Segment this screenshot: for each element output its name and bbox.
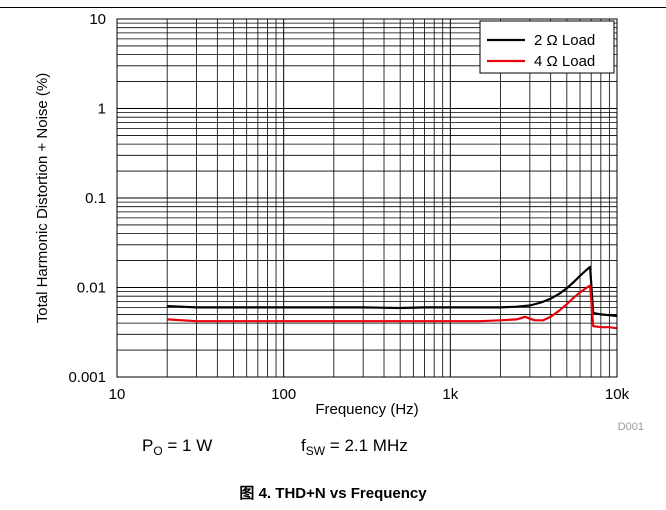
caption-title: THD+N vs Frequency xyxy=(275,485,427,502)
y-axis-label: Total Harmonic Distortion + Noise (%) xyxy=(34,73,51,324)
series-line xyxy=(167,265,618,318)
y-tick-labels: 0.001 0.01 0.1 1 10 xyxy=(68,11,106,386)
grid-lines xyxy=(117,19,617,377)
y-tick-label: 10 xyxy=(89,11,106,28)
fsw-subscript: SW xyxy=(305,444,326,458)
po-symbol: P xyxy=(142,436,154,455)
po-value: = 1 W xyxy=(162,436,213,455)
image-id-label: D001 xyxy=(618,421,644,430)
fsw-symbol: f xyxy=(301,436,306,455)
fsw-value: = 2.1 MHz xyxy=(325,436,408,455)
top-rule xyxy=(0,7,666,8)
legend: 2 Ω Load 4 Ω Load xyxy=(479,20,615,74)
plot-frame xyxy=(116,18,618,378)
series-line xyxy=(167,284,618,330)
thd-n-chart: 10 100 1k 10k 0.001 0.01 0.1 1 10 Frequency (Hz… xyxy=(34,11,644,430)
y-tick-label: 0.1 xyxy=(85,190,106,207)
x-axis-label: Frequency (Hz) xyxy=(315,401,418,418)
x-tick-label: 1k xyxy=(442,386,458,403)
y-tick-label: 0.01 xyxy=(77,280,106,297)
switching-frequency-condition: fSW = 2.1 MHz xyxy=(301,436,408,458)
y-tick-label: 1 xyxy=(98,101,106,118)
caption-prefix: 图 4. xyxy=(239,485,272,502)
y-tick-label: 0.001 xyxy=(68,369,106,386)
x-tick-label: 10 xyxy=(109,386,126,403)
legend-label: 2 Ω Load xyxy=(534,32,595,49)
series-lines xyxy=(167,265,618,330)
figure-caption: 图 4. THD+N vs Frequency xyxy=(0,485,666,503)
legend-box xyxy=(479,20,615,74)
x-tick-labels: 10 100 1k 10k xyxy=(109,386,630,403)
output-power-condition: PO = 1 W xyxy=(142,436,213,458)
x-tick-label: 10k xyxy=(605,386,630,403)
x-tick-label: 100 xyxy=(271,386,296,403)
po-subscript: O xyxy=(153,444,163,458)
legend-label: 4 Ω Load xyxy=(534,53,595,70)
